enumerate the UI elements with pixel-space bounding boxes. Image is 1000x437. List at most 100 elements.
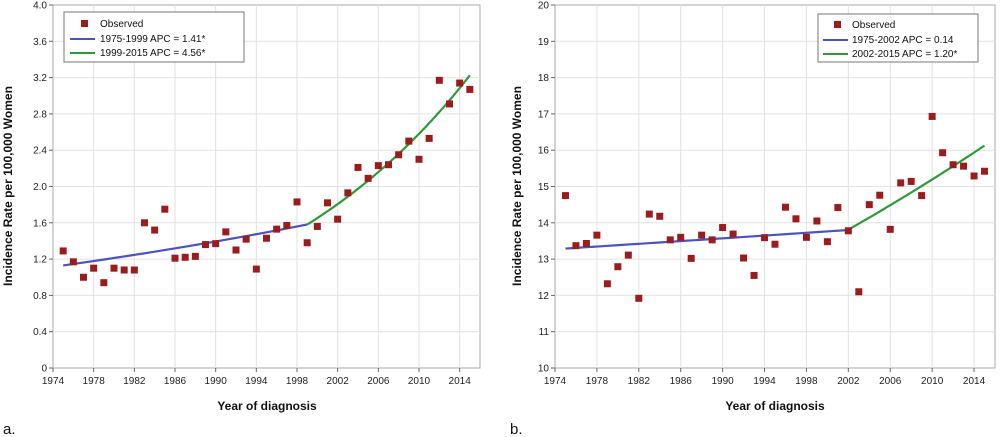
- x-tick-label: 1974: [42, 376, 65, 387]
- observed-point: [435, 76, 443, 84]
- panel-label-b: b.: [510, 421, 523, 437]
- y-tick-label: 13: [538, 255, 550, 266]
- observed-point: [876, 191, 884, 199]
- observed-point: [907, 177, 915, 185]
- y-tick-label: 1.2: [33, 255, 47, 266]
- observed-point: [313, 222, 321, 230]
- observed-point: [324, 199, 331, 207]
- observed-point: [385, 161, 392, 169]
- legend-segment2-label-a: 1999-2015 APC = 4.56*: [100, 48, 205, 59]
- observed-point: [466, 85, 474, 93]
- observed-point: [666, 236, 674, 244]
- observed-point: [425, 134, 433, 142]
- grid-b: [555, 5, 995, 368]
- y-tick-label: 0.4: [33, 327, 47, 338]
- x-tick-label: 2010: [408, 376, 431, 387]
- observed-point: [374, 162, 382, 170]
- observed-point: [161, 205, 169, 213]
- y-axis-title-a: Incidence Rate per 100,000 Women: [1, 86, 15, 286]
- x-tick-label: 2010: [921, 376, 944, 387]
- y-tick-label: 2.0: [33, 182, 47, 193]
- observed-point: [771, 240, 779, 248]
- y-tick-label: 2.4: [33, 146, 47, 157]
- x-tick-label: 1982: [628, 376, 651, 387]
- observed-point: [283, 222, 291, 230]
- observed-point: [293, 198, 301, 206]
- observed-point: [561, 192, 569, 200]
- observed-point: [834, 204, 842, 212]
- y-tick-label: 15: [538, 182, 550, 193]
- trend-line-1975-1999: [63, 223, 308, 267]
- observed-point: [303, 239, 311, 247]
- x-ticks-b: 1974 1978 1982 1986 1990 1994 1998 2002 2006 2010…: [544, 368, 986, 387]
- observed-point: [252, 265, 260, 273]
- x-tick-label: 2014: [449, 376, 472, 387]
- observed-point: [719, 224, 727, 232]
- observed-point: [69, 258, 77, 266]
- observed-point: [656, 212, 664, 220]
- y-tick-label: 1.6: [33, 218, 47, 229]
- observed-point: [202, 241, 209, 249]
- observed-point: [130, 266, 138, 274]
- y-tick-label: 2.8: [33, 109, 47, 120]
- observed-point: [886, 225, 894, 233]
- x-ticks-a: 1974 1978 1982 1986 1990 1994 1998 2002 2006 2010…: [42, 368, 471, 387]
- y-tick-label: 3.2: [33, 73, 47, 84]
- observed-point: [263, 234, 270, 242]
- y-tick-label: 10: [538, 364, 550, 375]
- observed-point: [614, 263, 622, 271]
- legend-b: Observed 1975-2002 APC = 0.14 2002-2015 …: [817, 13, 979, 63]
- grid-a: [53, 5, 480, 368]
- legend-observed-marker-a: [81, 20, 88, 27]
- y-tick-label: 0: [41, 364, 47, 375]
- x-tick-label: 1990: [711, 376, 734, 387]
- observed-point: [242, 235, 250, 243]
- observed-point: [781, 203, 789, 211]
- y-tick-label: 0.8: [33, 291, 47, 302]
- x-tick-label: 1978: [83, 376, 106, 387]
- x-tick-label: 1994: [245, 376, 268, 387]
- y-tick-label: 17: [538, 109, 550, 120]
- observed-point: [960, 162, 968, 170]
- y-tick-label: 3.6: [33, 37, 47, 48]
- legend-segment1-label-a: 1975-1999 APC = 1.41*: [100, 34, 205, 45]
- x-tick-label: 2002: [837, 376, 860, 387]
- trend-line-2002-2015: [847, 144, 986, 231]
- observed-points-b: [561, 112, 989, 302]
- observed-point: [181, 253, 189, 261]
- legend-segment2-label-b: 2002-2015 APC = 1.20*: [852, 49, 957, 60]
- trend-lines-b: [565, 144, 986, 250]
- x-tick-label: 1998: [795, 376, 818, 387]
- observed-point: [141, 219, 148, 227]
- observed-point: [918, 192, 926, 200]
- x-tick-label: 1982: [123, 376, 146, 387]
- y-tick-label: 18: [538, 73, 550, 84]
- observed-point: [273, 225, 281, 233]
- observed-point: [151, 226, 159, 234]
- observed-point: [212, 240, 220, 248]
- observed-point: [981, 167, 989, 175]
- x-axis-title-a: Year of diagnosis: [217, 399, 317, 413]
- legend-observed-label-a: Observed: [100, 19, 143, 30]
- observed-point: [110, 264, 118, 272]
- observed-point: [635, 294, 643, 302]
- observed-point: [802, 233, 810, 241]
- observed-point: [855, 288, 863, 296]
- y-tick-label: 19: [538, 37, 550, 48]
- y-tick-label: 12: [538, 291, 550, 302]
- chart-panel-b: 1974 1978 1982 1986 1990 1994 1998 2002 2006 2010…: [510, 1, 996, 437]
- observed-point: [222, 228, 230, 236]
- observed-point: [708, 236, 716, 244]
- legend-a: Observed 1975-1999 APC = 1.41* 1999-2015…: [63, 11, 245, 63]
- observed-point: [232, 246, 240, 254]
- observed-point: [949, 161, 957, 169]
- x-tick-label: 1986: [670, 376, 693, 387]
- observed-point: [729, 230, 737, 238]
- x-tick-label: 2002: [327, 376, 350, 387]
- x-tick-label: 2006: [367, 376, 390, 387]
- observed-points-a: [59, 76, 474, 287]
- x-tick-label: 1986: [164, 376, 187, 387]
- y-tick-label: 11: [539, 327, 550, 338]
- observed-point: [405, 137, 413, 145]
